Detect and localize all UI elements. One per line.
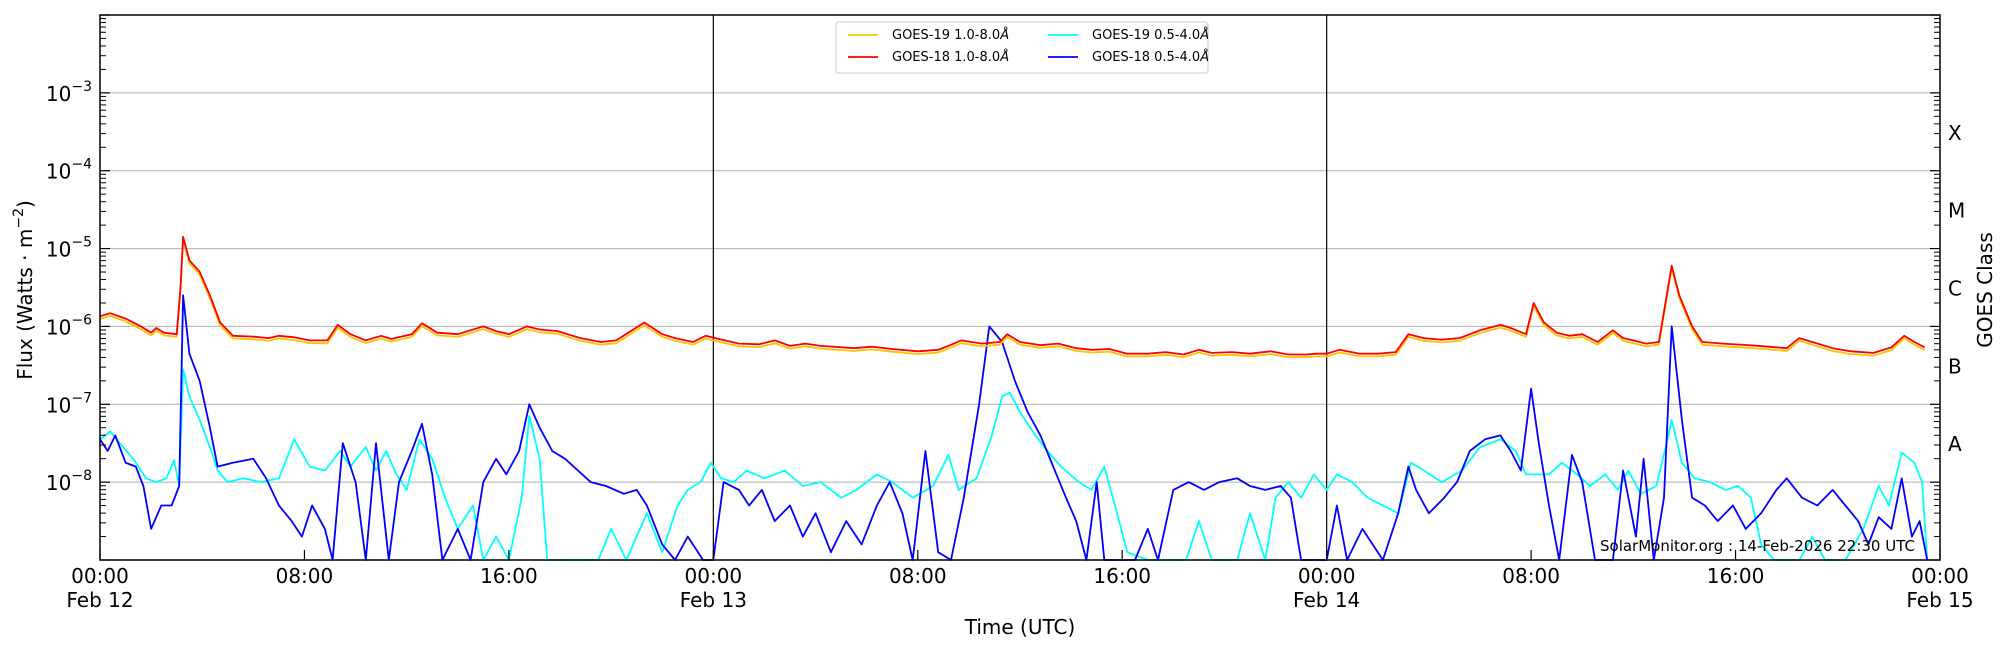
- legend: GOES-19 1.0-8.0Å GOES-19 0.5-4.0Å GOES-18 …: [835, 21, 1209, 74]
- series-line-goes-18-0-5-4-0-: [99, 294, 1929, 561]
- y-tick-label: 10−5: [46, 235, 92, 262]
- credit-text: SolarMonitor.org : 14-Feb-2026 22:30 UTC: [1600, 537, 1915, 555]
- x-tick-time: 00:00: [1911, 564, 1969, 588]
- x-tick-time: 16:00: [480, 564, 538, 588]
- goes-class-label: C: [1948, 277, 1962, 301]
- left-y-axis-ticks: 10−3 10−4 10−5 10−6 10−7 10−8: [46, 14, 1940, 561]
- y-tick-label: 10−7: [46, 390, 92, 417]
- y-axis-title: Flux (Watts · m−2): [11, 200, 37, 380]
- y-tick-label: 10−6: [46, 312, 92, 339]
- day-separator-lines: [712, 15, 1328, 560]
- y-tick-label: 10−4: [46, 157, 92, 184]
- goes-class-label: M: [1948, 199, 1965, 223]
- x-tick-date: Feb 15: [1906, 588, 1973, 612]
- series-line-goes-19-1-0-8-0-: [99, 238, 1926, 359]
- x-tick-date: Feb 14: [1293, 588, 1360, 612]
- legend-box: [835, 21, 1209, 74]
- legend-label: GOES-19 0.5-4.0Å: [1092, 27, 1209, 43]
- x-tick-time: 00:00: [71, 564, 129, 588]
- goes-class-label: X: [1948, 121, 1962, 145]
- goes-class-label: B: [1948, 354, 1962, 378]
- x-tick-time: 08:00: [1502, 564, 1560, 588]
- y-tick-label: 10−3: [46, 79, 92, 106]
- x-tick-time: 16:00: [1093, 564, 1151, 588]
- flux-series-lines: [99, 236, 1929, 561]
- goes-class-label: A: [1948, 432, 1962, 456]
- right-axis-title: GOES Class: [1973, 232, 1997, 348]
- plot-frame: [99, 14, 1941, 561]
- series-line-goes-18-1-0-8-0-: [99, 236, 1926, 356]
- x-tick-time: 08:00: [889, 564, 947, 588]
- legend-label: GOES-19 1.0-8.0Å: [892, 27, 1009, 43]
- x-tick-time: 08:00: [276, 564, 334, 588]
- x-tick-time: 00:00: [685, 564, 743, 588]
- x-tick-date: Feb 12: [66, 588, 133, 612]
- x-axis-title: Time (UTC): [964, 615, 1076, 639]
- legend-label: GOES-18 1.0-8.0Å: [892, 49, 1009, 65]
- x-tick-time: 16:00: [1707, 564, 1765, 588]
- horizontal-gridlines: [100, 92, 1940, 483]
- x-tick-time: 00:00: [1298, 564, 1356, 588]
- x-tick-date: Feb 13: [680, 588, 747, 612]
- legend-label: GOES-18 0.5-4.0Å: [1092, 49, 1209, 65]
- y-tick-label: 10−8: [46, 468, 92, 495]
- series-line-goes-19-0-5-4-0-: [99, 368, 1929, 561]
- right-goes-class-axis: X M C B A: [1948, 121, 1965, 456]
